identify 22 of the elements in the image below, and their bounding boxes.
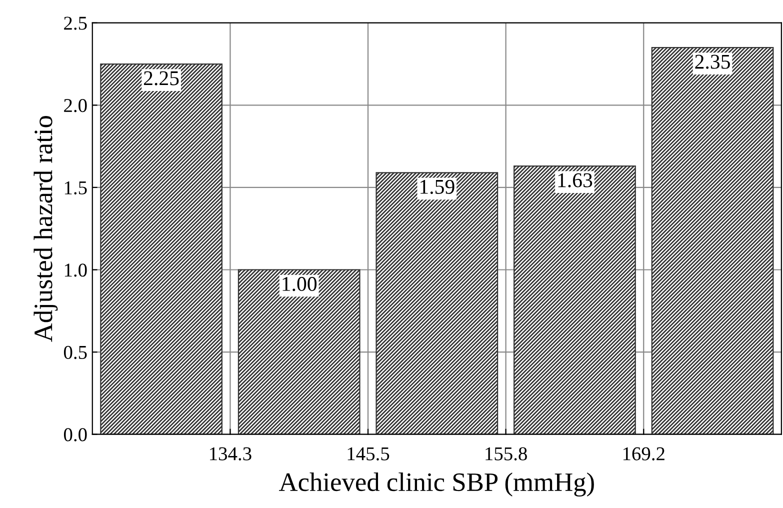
data-label: 1.59 [420, 180, 454, 194]
data-label: 2.35 [695, 54, 730, 69]
data-label: 1.00 [282, 276, 317, 292]
y-tick-label: 2.0 [64, 98, 87, 112]
bar [514, 166, 636, 434]
bar [376, 172, 498, 434]
y-tick-label: 1.0 [64, 264, 87, 277]
text: 169.2 [623, 447, 664, 460]
text: 155.8 [486, 447, 527, 460]
bar [100, 63, 222, 434]
bar [238, 269, 360, 434]
x-axis-title: Achieved clinic SBP (mmHg) [278, 472, 594, 497]
y-axis-title: Adjusted hazard ratio [34, 116, 58, 342]
y-tick-label: 2.5 [64, 16, 87, 30]
data-label: 2.25 [144, 71, 179, 86]
y-tick-label: 0.5 [64, 346, 87, 360]
text: 145.5 [348, 447, 390, 460]
data-label: 1.63 [558, 173, 592, 188]
text: 134.3 [210, 447, 252, 460]
y-tick-label: 0.0 [64, 428, 87, 442]
bar [651, 46, 774, 434]
y-tick-label: 1.5 [64, 181, 87, 194]
